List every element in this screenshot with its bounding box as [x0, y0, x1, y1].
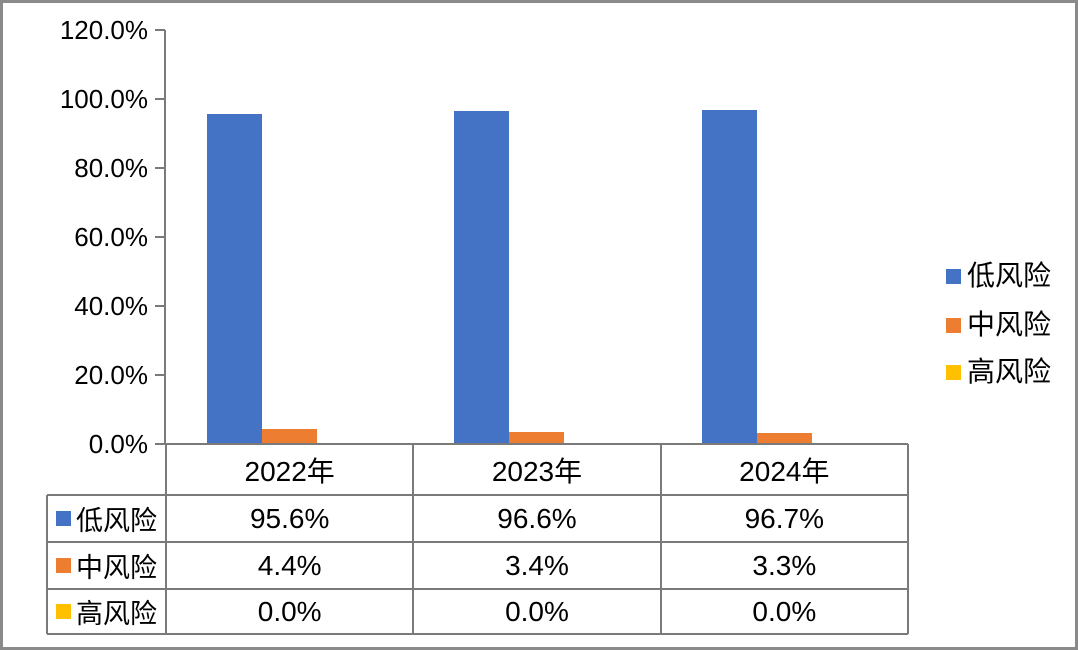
table-horizontal-line	[47, 588, 908, 590]
y-axis-tick-label: 0.0%	[88, 429, 148, 459]
table-horizontal-line	[47, 541, 908, 543]
table-value-cell: 3.4%	[505, 549, 569, 581]
table-value-cell: 0.0%	[505, 595, 569, 627]
table-value-cell: 3.3%	[752, 549, 817, 581]
y-axis-tick-label: 20.0%	[74, 360, 148, 390]
table-row-header-高风险: 高风险	[47, 589, 166, 634]
table-horizontal-line	[166, 443, 908, 445]
legend-key-swatch-icon	[946, 364, 961, 380]
table-column-header: 2023年	[491, 455, 583, 487]
legend-label: 低风险	[967, 260, 1052, 291]
table-value-cell: 0.0%	[257, 595, 322, 627]
legend-key-swatch-icon	[946, 317, 961, 333]
y-axis-tick-mark	[155, 305, 165, 307]
table-row-header-label: 低风险	[76, 506, 157, 536]
legend-label: 中风险	[967, 309, 1052, 340]
bar-中风险-2022年	[262, 429, 317, 444]
table-row-key-swatch-icon	[56, 511, 71, 526]
legend-key-swatch-icon	[946, 268, 961, 284]
table-column-header: 2022年	[244, 455, 335, 487]
table-row-key-swatch-icon	[56, 558, 71, 573]
table-horizontal-line	[47, 494, 908, 496]
table-vertical-line	[165, 444, 167, 634]
table-row-header-中风险: 中风险	[47, 542, 166, 589]
table-column-header: 2024年	[739, 455, 830, 487]
table-value-cell: 95.6%	[249, 502, 330, 534]
y-axis-tick-mark	[155, 29, 165, 31]
y-axis-tick-label: 80.0%	[74, 153, 148, 183]
table-row-header-低风险: 低风险	[47, 495, 166, 542]
y-axis-tick-mark	[155, 98, 165, 100]
legend-label: 高风险	[967, 356, 1052, 387]
legend-item-中风险: 中风险	[946, 310, 1051, 340]
legend-item-低风险: 低风险	[946, 261, 1051, 291]
y-axis-tick-mark	[155, 443, 165, 445]
y-axis-tick-label: 40.0%	[74, 291, 148, 321]
table-value-cell: 0.0%	[752, 595, 817, 627]
table-row-header-label: 中风险	[76, 553, 157, 583]
y-axis-tick-label: 100.0%	[59, 84, 148, 114]
table-value-cell: 4.4%	[257, 549, 322, 581]
table-horizontal-line	[47, 633, 908, 635]
table-vertical-line	[46, 495, 48, 634]
table-row-key-swatch-icon	[56, 604, 71, 619]
y-axis-tick-label: 120.0%	[59, 15, 148, 45]
bar-低风险-2022年	[207, 114, 262, 444]
table-vertical-line	[907, 444, 909, 634]
table-vertical-line	[659, 444, 662, 634]
legend-item-高风险: 高风险	[946, 357, 1051, 387]
table-vertical-line	[412, 444, 415, 634]
y-axis-tick-mark	[155, 236, 165, 238]
y-axis-tick-mark	[155, 167, 165, 169]
y-axis-line	[164, 30, 166, 444]
bar-低风险-2023年	[454, 111, 509, 444]
bar-低风险-2024年	[702, 110, 757, 444]
bar-中风险-2024年	[757, 433, 812, 444]
y-axis-tick-mark	[155, 374, 165, 376]
y-axis-tick-label: 60.0%	[74, 222, 148, 252]
table-value-cell: 96.7%	[744, 502, 825, 534]
table-value-cell: 96.6%	[497, 502, 577, 534]
table-row-header-label: 高风险	[76, 599, 157, 629]
bar-中风险-2023年	[509, 432, 564, 444]
